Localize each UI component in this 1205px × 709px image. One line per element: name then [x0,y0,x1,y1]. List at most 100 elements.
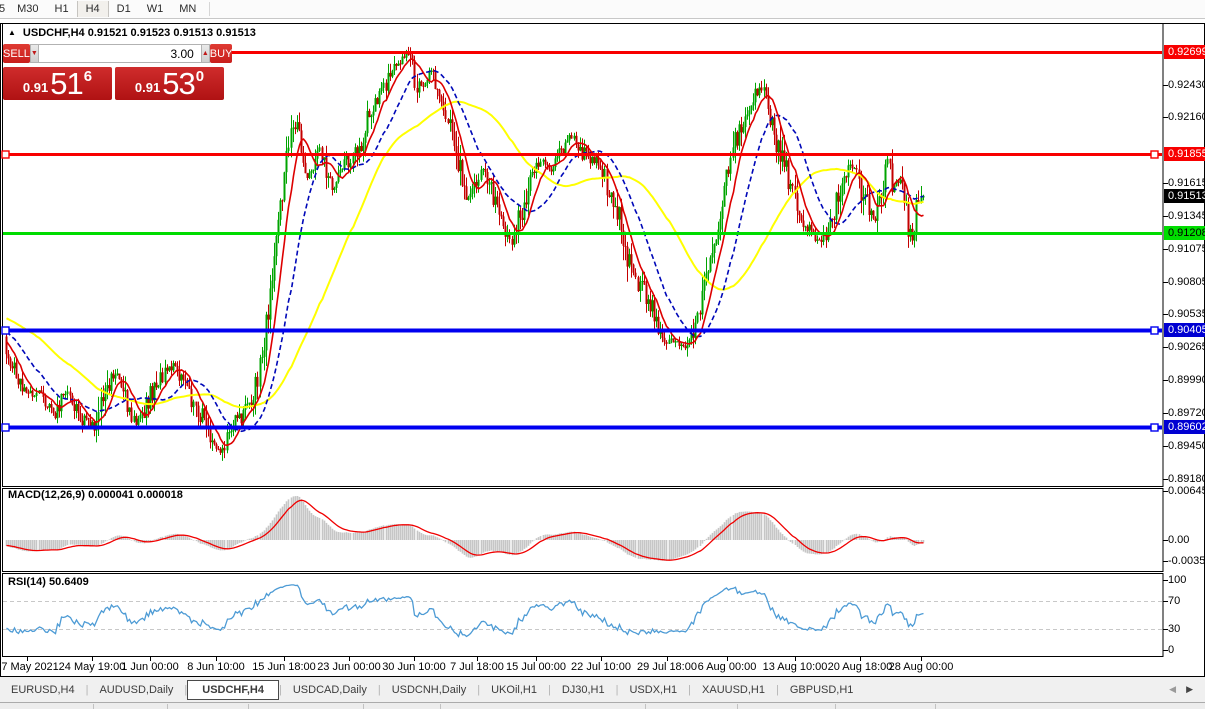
time-axis-label: 20 Aug 18:00 [827,661,893,673]
status-bar-divider [440,704,441,709]
price-badge-0.91513: 0.91513 [1164,189,1205,203]
tab-separator: | [377,683,381,696]
status-bar [0,702,1205,709]
line-drag-handle[interactable] [1,423,10,432]
timeframe-button-m30[interactable]: M30 [17,3,39,15]
timeframe-button-w1[interactable]: W1 [146,3,164,15]
price-axis-label: 0.91075 [1168,243,1205,255]
tab-separator: | [279,683,282,696]
chart-tab-gbpusd-h1[interactable]: GBPUSD,H1 [789,683,854,696]
chart-tab-dj30-h1[interactable]: DJ30,H1 [561,683,605,696]
time-axis-label: 8 Jun 10:00 [187,661,245,673]
chart-tab-usdchf-h4[interactable]: USDCHF,H4 [187,679,279,700]
line-drag-handle[interactable] [1150,423,1159,432]
timeframe-button-5[interactable]: 5 [0,3,6,15]
volume-input[interactable] [38,44,201,63]
macd-axis-label: -0.003507 [1168,555,1205,567]
chart-tab-eurusd-h4[interactable]: EURUSD,H4 [11,683,75,696]
rsi-axis-label: 100 [1168,574,1187,586]
buy-price-box[interactable]: 0.91 53 0 [115,67,224,100]
chart-tab-usdx-h1[interactable]: USDX,H1 [629,683,678,696]
line-drag-handle[interactable] [1150,326,1159,335]
volume-decrease-button[interactable]: ▼ [29,44,39,63]
symbol-ohlc-text: USDCHF,H4 0.91521 0.91523 0.91513 0.9151… [22,27,256,39]
trade-prices-row: 0.91 51 6 0.91 53 0 [3,67,224,100]
candles [5,46,925,461]
line-drag-handle[interactable] [1,326,10,335]
toolbar-separator [209,2,211,16]
rsi-axis-label: 30 [1168,623,1181,635]
sell-price-pip-digit: 6 [83,68,93,85]
macd-axis-label: 0.006451 [1168,485,1205,497]
timeframe-toolbar: 5 M30 H1 H4 D1 W1 MN [0,0,1205,19]
pane-macd [2,488,1164,572]
sell-price-prefix: 0.91 [22,80,49,95]
volume-increase-button[interactable]: ▲ [200,44,210,63]
chart-tab-usdcad-daily[interactable]: USDCAD,Daily [292,683,367,696]
time-axis-label: 24 May 19:00 [58,661,126,673]
rsi-axis-label: 0 [1168,644,1175,656]
buy-button[interactable]: BUY [209,44,233,63]
tab-scroll-arrows: ◀ ▶ [1169,684,1193,695]
time-axis-label: 7 Jul 18:00 [450,661,504,673]
pane-main [2,23,1164,487]
price-axis-label: 0.92430 [1168,79,1205,91]
collapse-panel-icon[interactable]: ▲ [8,27,16,37]
price-axis-label: 0.90805 [1168,276,1205,288]
tab-separator: | [477,683,481,696]
price-axis-label: 0.91345 [1168,210,1205,222]
time-axis-label: 15 Jun 18:00 [252,661,316,673]
timeframe-button-h1[interactable]: H1 [54,3,69,15]
macd-signal-line [6,499,924,561]
price-axis-label: 0.91615 [1168,177,1205,189]
tab-scroll-left-icon[interactable]: ◀ [1169,684,1177,694]
price-axis-label: 0.92160 [1168,111,1205,123]
tab-separator: | [184,683,188,696]
price-badge-0.90405: 0.90405 [1164,323,1205,337]
timeframe-button-mn[interactable]: MN [179,3,197,15]
price-badge-0.91208: 0.91208 [1164,226,1205,240]
status-bar-divider [935,704,936,709]
chart-tab-usdcnh-daily[interactable]: USDCNH,Daily [391,683,467,696]
time-axis-label: 15 Jul 00:00 [506,661,566,673]
time-axis-label: 13 Aug 10:00 [762,661,828,673]
timeframe-button-h4[interactable]: H4 [76,1,109,17]
status-bar-divider [167,704,168,709]
tab-separator: | [85,683,89,696]
sell-button[interactable]: SELL [3,44,30,63]
status-bar-divider [737,704,738,709]
macd-indicator-label: MACD(12,26,9) 0.000041 0.000018 [8,489,183,501]
buy-price-prefix: 0.91 [134,80,161,95]
time-axis-label: 17 May 2021 [0,661,59,673]
axis-ticks [27,85,1168,661]
timeframe-button-d1[interactable]: D1 [116,3,131,15]
price-axis-label: 0.89720 [1168,407,1205,419]
sell-price-box[interactable]: 0.91 51 6 [3,67,112,100]
price-axis-label: 0.89990 [1168,374,1205,386]
price-axis-label: 0.90265 [1168,341,1205,353]
tab-separator: | [775,683,779,696]
chart-tab-ukoil-h1[interactable]: UKOil,H1 [491,683,537,696]
time-axis-label: 28 Aug 00:00 [888,661,954,673]
chart-tab-audusd-daily[interactable]: AUDUSD,Daily [99,683,174,696]
tab-separator: | [615,683,619,696]
chart-tab-bar: EURUSD,H4 | AUDUSD,Daily | USDCHF,H4 | USDCAD,… [0,677,1205,702]
price-axis-label: 0.90535 [1168,308,1205,320]
status-bar-divider [835,704,836,709]
price-axis-label: 0.89180 [1168,473,1205,485]
tab-scroll-right-icon[interactable]: ▶ [1186,684,1193,694]
line-drag-handle[interactable] [1150,150,1159,159]
ma-line-slow-yellow [6,100,924,409]
rsi-indicator-label: RSI(14) 50.6409 [8,576,89,588]
line-drag-handle[interactable] [1,150,10,159]
sell-price-big-digits: 51 [50,65,83,101]
time-axis-label: 22 Jul 10:00 [571,661,631,673]
chart-tab-xauusd-h1[interactable]: XAUUSD,H1 [702,683,765,696]
time-axis-label: 23 Jun 00:00 [317,661,381,673]
time-axis-label: 29 Jul 18:00 [637,661,697,673]
chart-ohlc-title: ▲ USDCHF,H4 0.91521 0.91523 0.91513 0.91… [8,27,256,39]
macd-axis-label: 0.00 [1168,534,1190,546]
tab-separator: | [547,683,551,696]
